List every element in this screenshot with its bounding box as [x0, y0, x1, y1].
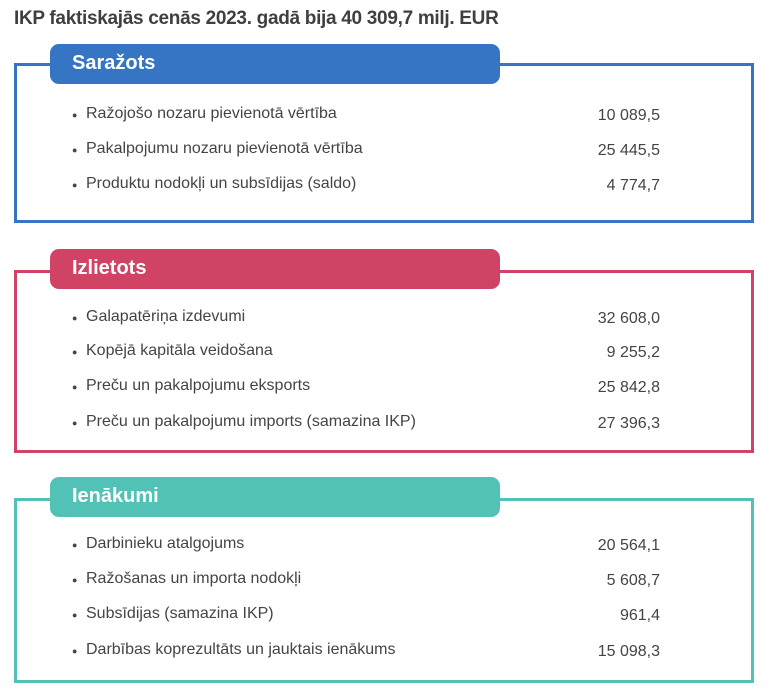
- section-header-sarazots: Saražots: [50, 44, 500, 84]
- section-header-ienakumi: Ienākumi: [50, 477, 500, 517]
- list-item: ● Darbības koprezultāts un jauktais ienāk…: [72, 641, 662, 665]
- section-header-izlietots: Izlietots: [50, 249, 500, 289]
- item-label: Galapatēriņa izdevumi: [86, 308, 246, 325]
- item-label: Subsīdijas (samazina IKP): [86, 605, 274, 622]
- bullet-icon: ●: [72, 313, 78, 323]
- item-value: 25 842,8: [597, 379, 660, 396]
- list-item: ● Darbinieku atalgojums 20 564,1: [72, 535, 662, 559]
- bullet-icon: ●: [72, 145, 78, 155]
- bullet-icon: ●: [72, 610, 78, 620]
- item-value: 20 564,1: [597, 537, 660, 554]
- bullet-icon: ●: [72, 418, 78, 428]
- item-label: Preču un pakalpojumu eksports: [86, 377, 311, 394]
- list-item: ● Preču un pakalpojumu imports (samazina …: [72, 413, 662, 437]
- list-item: ● Kopējā kapitāla veidošana 9 255,2: [72, 342, 662, 366]
- list-item: ● Preču un pakalpojumu eksports 25 842,8: [72, 377, 662, 401]
- bullet-icon: ●: [72, 540, 78, 550]
- list-item: ● Galapatēriņa izdevumi 32 608,0: [72, 308, 662, 332]
- list-item: ● Subsīdijas (samazina IKP) 961,4: [72, 605, 662, 629]
- item-label: Pakalpojumu nozaru pievienotā vērtība: [86, 140, 363, 157]
- item-label: Preču un pakalpojumu imports (samazina I…: [86, 413, 416, 430]
- item-value: 961,4: [619, 607, 660, 624]
- item-value: 25 445,5: [597, 142, 660, 159]
- bullet-icon: ●: [72, 180, 78, 190]
- page-title: IKP faktiskajās cenās 2023. gadā bija 40…: [14, 8, 499, 29]
- item-label: Darbinieku atalgojums: [86, 535, 245, 552]
- item-label: Ražojošo nozaru pievienotā vērtība: [86, 105, 337, 122]
- bullet-icon: ●: [72, 646, 78, 656]
- bullet-icon: ●: [72, 110, 78, 120]
- list-item: ● Pakalpojumu nozaru pievienotā vērtība 25…: [72, 140, 662, 164]
- bullet-icon: ●: [72, 382, 78, 392]
- list-item: ● Ražojošo nozaru pievienotā vērtība 10 08…: [72, 105, 662, 129]
- list-item: ● Produktu nodokļi un subsīdijas (saldo) 4…: [72, 175, 662, 199]
- item-label: Ražošanas un importa nodokļi: [86, 570, 302, 587]
- item-value: 9 255,2: [606, 344, 660, 361]
- item-label: Kopējā kapitāla veidošana: [86, 342, 273, 359]
- bullet-icon: ●: [72, 575, 78, 585]
- item-value: 10 089,5: [597, 107, 660, 124]
- item-value: 27 396,3: [597, 415, 660, 432]
- item-value: 5 608,7: [606, 572, 660, 589]
- bullet-icon: ●: [72, 347, 78, 357]
- item-value: 32 608,0: [597, 310, 660, 327]
- list-item: ● Ražošanas un importa nodokļi 5 608,7: [72, 570, 662, 594]
- item-value: 4 774,7: [606, 177, 660, 194]
- item-label: Darbības koprezultāts un jauktais ienāku…: [86, 641, 396, 658]
- item-label: Produktu nodokļi un subsīdijas (saldo): [86, 175, 357, 192]
- item-value: 15 098,3: [597, 643, 660, 660]
